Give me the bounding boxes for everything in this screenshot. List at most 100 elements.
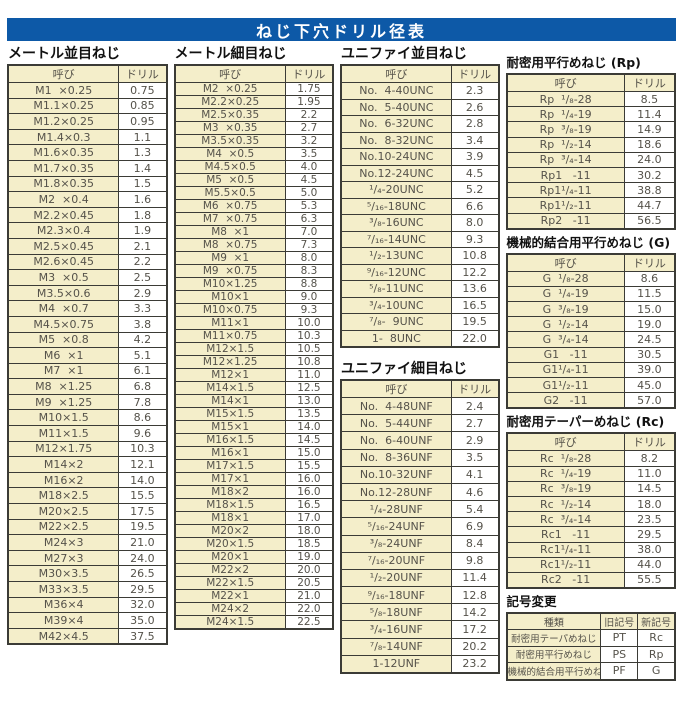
thread-name-cell: M10×1 xyxy=(174,290,286,304)
table-row: M20×2.5 17.5 xyxy=(7,503,167,520)
header-row: 種類 旧記号 新記号 xyxy=(506,612,676,631)
table-row: M5.5×0.5 5.0 xyxy=(174,186,334,200)
drill-value-cell: 3.3 xyxy=(118,300,167,317)
thread-name-cell: G ³/₄-14 xyxy=(506,331,625,348)
table-row: ⁵/₈-11UNC 13.6 xyxy=(340,280,500,298)
table-row: Rc ¹/₄-19 11.0 xyxy=(506,465,676,482)
drill-value-cell: 37.5 xyxy=(118,627,167,645)
drill-value-cell: 8.3 xyxy=(284,264,334,278)
thread-name-cell: ³/₄-10UNC xyxy=(340,296,452,314)
table-row: M1.1×0.25 0.85 xyxy=(7,97,167,115)
drill-value-cell: 20.5 xyxy=(284,576,334,590)
drill-value-cell: 17.2 xyxy=(450,620,500,639)
thread-name-cell: Rp1 -11 xyxy=(506,166,625,184)
table-row: M1.8×0.35 1.5 xyxy=(7,175,167,193)
table-row: M39×4 35.0 xyxy=(7,612,167,629)
thread-name-cell: M22×2 xyxy=(174,563,286,577)
table-row: 耐密用平行めねじ PS Rp xyxy=(506,645,676,664)
header-row: 呼び ドリル xyxy=(340,64,500,83)
thread-name-cell: Rp2 -11 xyxy=(506,212,625,230)
table-row: M18×2 16.0 xyxy=(174,485,334,499)
drill-value-cell: 19.5 xyxy=(450,313,500,331)
table-row: Rc1¹/₂-11 44.0 xyxy=(506,556,676,573)
table-row: M22×2.5 19.5 xyxy=(7,518,167,536)
thread-name-cell: No.12-24UNC xyxy=(340,164,452,182)
thread-name-cell: G2 -11 xyxy=(506,392,625,409)
drill-value-cell: 30.5 xyxy=(623,346,676,363)
section-title: ユニファイ細目ねじ xyxy=(341,361,467,377)
drill-value-cell: 13.6 xyxy=(450,280,500,298)
table-row: ⁷/₈-14UNF 20.2 xyxy=(340,637,500,656)
thread-name-cell: M22×1.5 xyxy=(174,576,286,590)
table-row: ³/₄-10UNC 16.5 xyxy=(340,296,500,314)
thread-name-cell: ¹/₂-20UNF xyxy=(340,568,452,588)
column-header: ドリル xyxy=(623,432,676,452)
thread-name-cell: Rp1¹/₂-11 xyxy=(506,197,625,214)
drill-value-cell: 1.3 xyxy=(118,144,167,161)
thread-name-cell: G1 -11 xyxy=(506,346,625,363)
table-row: ⁵/₁₆-24UNF 6.9 xyxy=(340,517,500,536)
drill-value-cell: 3.4 xyxy=(450,131,500,149)
table-row: M20×1 19.0 xyxy=(174,550,334,564)
table-row: ⁷/₁₆-14UNC 9.3 xyxy=(340,230,500,248)
thread-name-cell: Rc ³/₈-19 xyxy=(506,480,625,497)
drill-value-cell: Rp xyxy=(637,645,676,664)
table-row: No.12-24UNC 4.5 xyxy=(340,164,500,182)
thread-name-cell: M10×1.5 xyxy=(7,409,120,427)
table-row: M5 ×0.5 4.5 xyxy=(174,173,334,187)
drill-value-cell: 5.0 xyxy=(284,186,334,200)
drill-value-cell: 8.5 xyxy=(623,90,676,108)
section-title: 耐密用平行めねじ (Rp) xyxy=(506,55,641,70)
section-symbol-change: 記号変更 種類 旧記号 新記号 耐密用テーパめねじ PT Rc 耐密用平行めねじ PS Rp 機械… xyxy=(505,594,676,681)
table-row: M10×1 9.0 xyxy=(174,290,334,304)
table-row: M8 ×1.25 6.8 xyxy=(7,378,167,395)
drill-value-cell: 3.8 xyxy=(118,315,167,333)
thread-name-cell: M3 ×0.5 xyxy=(7,269,120,286)
table-row: M3.5×0.35 3.2 xyxy=(174,134,334,148)
table-row: 1- 8UNC 22.0 xyxy=(340,329,500,348)
drill-value-cell: 4.5 xyxy=(450,164,500,182)
thread-name-cell: M27×3 xyxy=(7,549,120,567)
drill-value-cell: 12.8 xyxy=(450,586,500,605)
drill-value-cell: 38.8 xyxy=(623,182,676,199)
thread-name-cell: M22×2.5 xyxy=(7,518,120,536)
thread-name-cell: M6 ×0.75 xyxy=(174,199,286,213)
table-row: Rp ³/₄-14 24.0 xyxy=(506,151,676,168)
section-g: 機械的結合用平行めねじ (G) 呼び ドリル G ¹/₈-28 8.6 G ¹/₄-19… xyxy=(505,235,676,410)
drill-value-cell: 4.1 xyxy=(450,465,500,484)
thread-name-cell: Rc ¹/₈-28 xyxy=(506,450,625,467)
table-row: M17×1.5 15.5 xyxy=(174,459,334,473)
table-row: M2.3×0.4 1.9 xyxy=(7,222,167,239)
table-row: No. 4-48UNF 2.4 xyxy=(340,396,500,416)
drill-value-cell: 19.0 xyxy=(284,550,334,564)
thread-name-cell: No.10-32UNF xyxy=(340,465,452,484)
drill-value-cell: 10.3 xyxy=(118,440,167,458)
thread-name-cell: M10×1.25 xyxy=(174,277,286,291)
thread-name-cell: Rp ¹/₂-14 xyxy=(506,136,625,153)
table-row: M10×1.5 8.6 xyxy=(7,409,167,427)
rc-table: 呼び ドリル Rc ¹/₈-28 8.2 Rc ¹/₄-19 11.0 Rc ³/₈-19 1… xyxy=(505,432,676,590)
drill-value-cell: 45.0 xyxy=(623,376,676,394)
drill-value-cell: 7.0 xyxy=(284,225,334,239)
thread-name-cell: M9 ×0.75 xyxy=(174,264,286,278)
table-row: Rp1¹/₄-11 38.8 xyxy=(506,182,676,199)
table-row: M12×1.75 10.3 xyxy=(7,440,167,458)
table-row: No.12-28UNF 4.6 xyxy=(340,482,500,502)
thread-name-cell: Rc ³/₄-14 xyxy=(506,511,625,528)
table-row: M2.5×0.45 2.1 xyxy=(7,237,167,255)
column-header: 呼び xyxy=(506,432,625,452)
drill-value-cell: 8.6 xyxy=(623,270,676,287)
table-row: 1-12UNF 23.2 xyxy=(340,654,500,674)
thread-name-cell: M9 ×1.25 xyxy=(7,393,120,411)
table-row: G ¹/₂-14 19.0 xyxy=(506,316,676,333)
thread-name-cell: M4 ×0.7 xyxy=(7,300,120,317)
thread-name-cell: Rc2 -11 xyxy=(506,571,625,589)
symbol-change-table: 種類 旧記号 新記号 耐密用テーパめねじ PT Rc 耐密用平行めねじ PS Rp 機械的結合用平… xyxy=(505,612,676,681)
thread-name-cell: M8 ×0.75 xyxy=(174,238,286,252)
table-row: M4 ×0.5 3.5 xyxy=(174,147,334,161)
drill-value-cell: 44.0 xyxy=(623,556,676,573)
drill-value-cell: 9.8 xyxy=(450,551,500,570)
table-row: M4 ×0.7 3.3 xyxy=(7,300,167,317)
header-row: 呼び ドリル xyxy=(506,73,676,92)
table-row: M2 ×0.4 1.6 xyxy=(7,191,167,208)
